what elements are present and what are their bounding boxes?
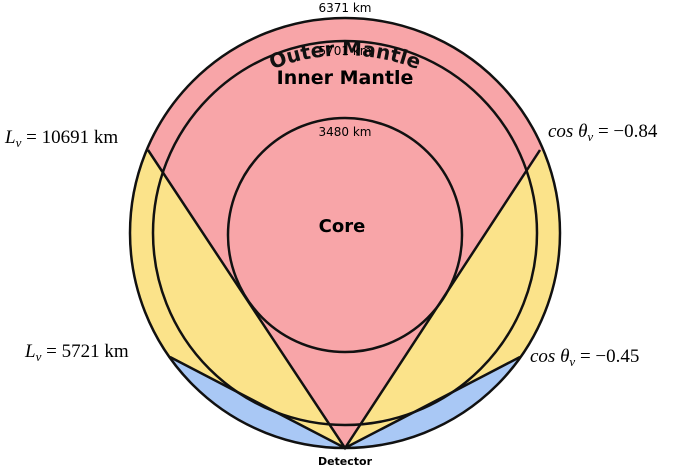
math-label: cos θν = −0.45 bbox=[530, 346, 639, 369]
subscript: ν bbox=[587, 129, 593, 144]
value: = 10691 km bbox=[21, 127, 118, 148]
symbol: L bbox=[24, 341, 36, 362]
layer-label: Inner Mantle bbox=[277, 67, 414, 89]
math-label: Lν = 10691 km bbox=[4, 127, 118, 150]
value: = 5721 km bbox=[41, 341, 128, 362]
subscript: ν bbox=[36, 349, 42, 364]
symbol: L bbox=[4, 127, 16, 148]
symbol: cos θ bbox=[530, 346, 569, 367]
radius-label: 3480 km bbox=[319, 125, 372, 139]
radius-label: 5701 km bbox=[319, 44, 372, 58]
value: = −0.45 bbox=[575, 346, 639, 367]
math-label: Lν = 5721 km bbox=[24, 341, 129, 364]
math-label: cos θν = −0.84 bbox=[548, 121, 658, 144]
symbol: cos θ bbox=[548, 121, 587, 142]
outlines bbox=[128, 16, 562, 451]
subscript: ν bbox=[569, 354, 575, 369]
detector-label: Detector bbox=[318, 455, 373, 468]
value: = −0.84 bbox=[593, 121, 658, 142]
radius-label: 6371 km bbox=[319, 1, 372, 15]
inner-mantle-circle bbox=[151, 39, 539, 427]
shallow-lines bbox=[169, 355, 521, 450]
layer-label: Core bbox=[319, 216, 366, 237]
core-circle bbox=[226, 116, 464, 354]
subscript: ν bbox=[16, 135, 22, 150]
